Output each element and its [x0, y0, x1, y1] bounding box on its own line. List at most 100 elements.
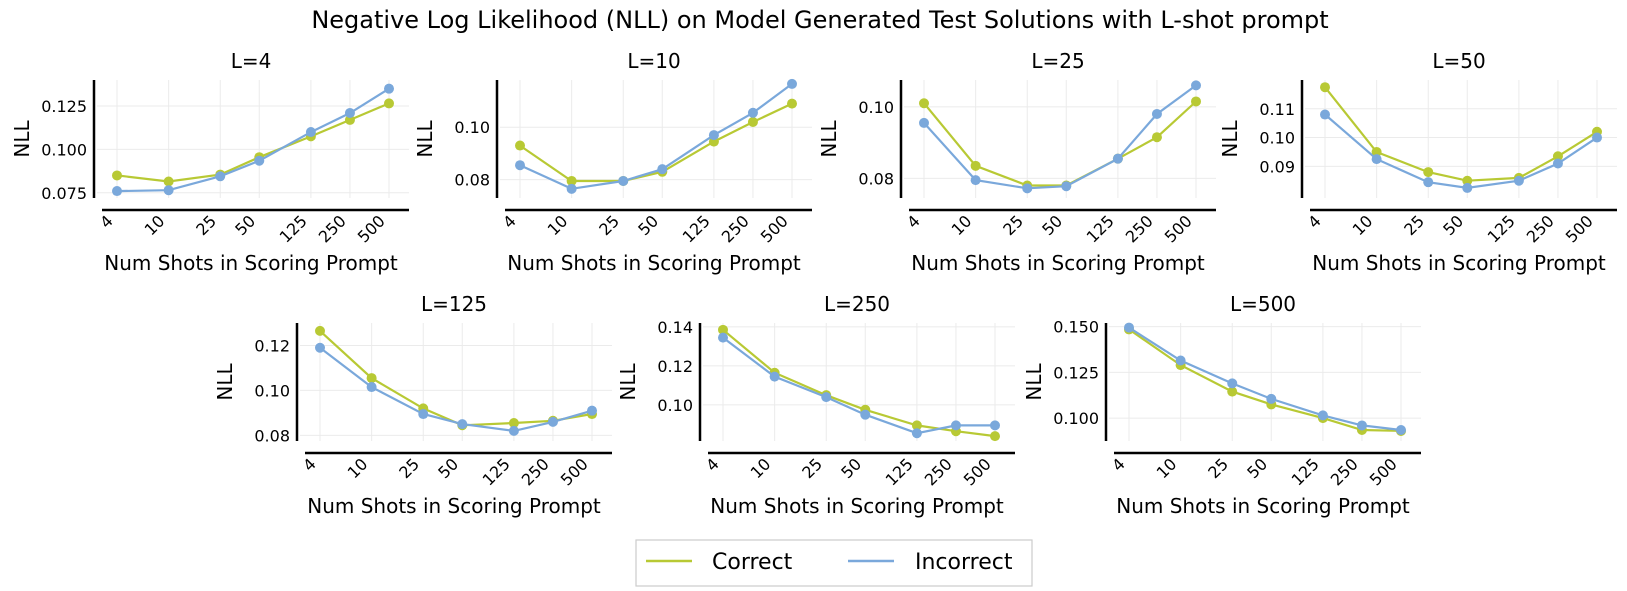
x-tick-label: 50: [1243, 454, 1271, 482]
point-incorrect: [1175, 355, 1186, 366]
x-tick-label: 500: [354, 211, 389, 246]
x-tick-label: 10: [344, 454, 372, 482]
x-tick-label: 250: [1327, 454, 1362, 489]
point-incorrect: [215, 171, 226, 182]
x-tick-label: 50: [837, 454, 865, 482]
point-incorrect: [1513, 175, 1524, 186]
point-correct: [1462, 175, 1473, 186]
point-incorrect: [1061, 181, 1072, 192]
point-incorrect: [657, 164, 668, 175]
x-tick-label: 10: [948, 211, 976, 239]
point-correct: [1423, 167, 1434, 178]
subplot-l-10: 0.08 0.10 4 10 25 50 125 250 500 NLL Num Shots in …: [413, 49, 812, 275]
point-incorrect: [1320, 109, 1330, 120]
x-tick-label: 10: [1349, 211, 1377, 239]
subplot-l-250: 0.10 0.12 0.14 4 10 25 50 125 250 500 NLL Num Shots…: [616, 292, 1015, 518]
point-correct: [515, 140, 525, 151]
y-tick-label: 0.10: [454, 118, 490, 137]
y-axis-label: NLL: [1022, 363, 1046, 401]
legend-label-correct: Correct: [712, 550, 793, 575]
y-tick-label: 0.10: [254, 381, 290, 400]
y-tick-label: 0.125: [1053, 363, 1099, 382]
point-incorrect: [718, 332, 728, 343]
legend: Correct Incorrect: [635, 539, 1033, 587]
point-correct: [1191, 96, 1201, 107]
subplot-l-25: 0.08 0.10 4 10 25 50 125 250 500 NLL Num Shots in …: [817, 49, 1216, 275]
figure-title: Negative Log Likelihood (NLL) on Model G…: [311, 6, 1328, 34]
x-tick-label: 50: [634, 211, 662, 239]
point-incorrect: [708, 130, 719, 141]
point-incorrect: [1112, 153, 1123, 164]
point-incorrect: [919, 117, 929, 128]
legend-frame: [635, 539, 1033, 587]
x-tick-label: 25: [1204, 454, 1232, 482]
x-axis-label: Num Shots in Scoring Prompt: [104, 251, 398, 275]
point-incorrect: [821, 392, 832, 403]
point-incorrect: [1592, 132, 1602, 143]
x-tick-label: 50: [1038, 211, 1066, 239]
point-incorrect: [457, 419, 468, 430]
point-correct: [384, 98, 394, 109]
point-correct: [1320, 82, 1330, 93]
point-incorrect: [1462, 182, 1473, 193]
x-tick-label: 25: [395, 454, 423, 482]
x-tick-label: 50: [434, 454, 462, 482]
point-correct: [919, 98, 929, 109]
x-tick-label: 4: [1304, 211, 1325, 232]
point-incorrect: [315, 342, 325, 353]
point-incorrect: [508, 425, 519, 436]
point-incorrect: [1151, 108, 1162, 119]
point-correct: [112, 170, 122, 181]
x-tick-label: 25: [798, 454, 826, 482]
point-correct: [1151, 132, 1162, 143]
x-tick-label: 125: [479, 454, 514, 489]
x-tick-label: 125: [1484, 211, 1519, 246]
point-incorrect: [990, 420, 1000, 431]
series-line-incorrect: [116, 87, 390, 193]
point-incorrect: [1423, 177, 1434, 188]
point-incorrect: [515, 160, 525, 171]
subplot-l-500: 0.100 0.125 0.150 4 10 25 50 125 250 500 NLL Num Sh…: [1022, 292, 1421, 518]
x-tick-label: 25: [1400, 211, 1428, 239]
y-axis-label: NLL: [10, 120, 34, 158]
x-tick-label: 500: [960, 454, 995, 489]
subplot-title: L=250: [824, 292, 890, 316]
series-line-incorrect: [1128, 326, 1402, 432]
point-incorrect: [384, 83, 394, 94]
point-correct: [990, 431, 1000, 442]
y-tick-label: 0.12: [657, 357, 693, 376]
y-tick-label: 0.08: [858, 169, 894, 188]
x-tick-label: 50: [1439, 211, 1467, 239]
x-axis-label: Num Shots in Scoring Prompt: [507, 251, 801, 275]
point-incorrect: [344, 107, 355, 118]
x-tick-label: 250: [718, 211, 753, 246]
x-tick-label: 4: [299, 454, 320, 475]
point-incorrect: [769, 371, 780, 382]
point-correct: [315, 325, 325, 336]
x-tick-label: 125: [1288, 454, 1323, 489]
y-axis-label: NLL: [213, 363, 237, 401]
x-tick-label: 250: [921, 454, 956, 489]
point-correct: [1371, 146, 1382, 157]
subplot-title: L=125: [421, 292, 487, 316]
y-tick-label: 0.08: [254, 426, 290, 445]
subplot-title: L=10: [627, 49, 680, 73]
y-tick-label: 0.10: [657, 396, 693, 415]
x-tick-label: 10: [141, 211, 169, 239]
point-incorrect: [254, 155, 265, 166]
x-tick-label: 125: [882, 454, 917, 489]
point-incorrect: [587, 405, 597, 416]
point-incorrect: [366, 382, 377, 393]
point-incorrect: [1266, 393, 1277, 404]
x-tick-label: 25: [999, 211, 1027, 239]
x-tick-label: 500: [757, 211, 792, 246]
y-tick-label: 0.11: [1259, 100, 1295, 119]
subplot-title: L=50: [1432, 49, 1485, 73]
series-line-incorrect: [1324, 113, 1598, 190]
y-tick-label: 0.08: [454, 171, 490, 190]
x-tick-label: 125: [1083, 211, 1118, 246]
y-axis-label: NLL: [616, 363, 640, 401]
x-tick-label: 250: [315, 211, 350, 246]
series-line-correct: [722, 328, 996, 438]
